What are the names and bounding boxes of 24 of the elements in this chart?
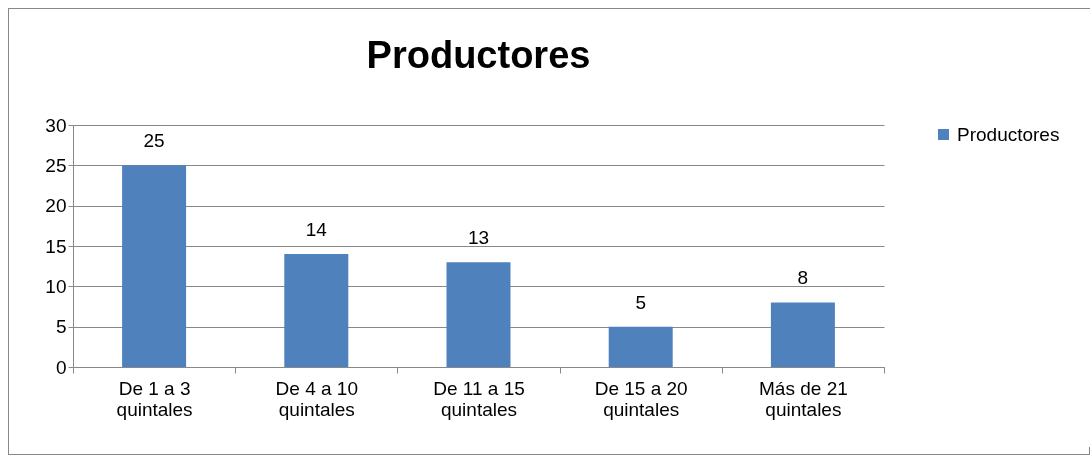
bar — [122, 165, 187, 367]
y-tick-label: 25 — [45, 154, 67, 176]
x-tick-label: De 15 a 20 quintales — [594, 377, 688, 420]
data-label: 8 — [797, 267, 809, 289]
data-label: 5 — [635, 291, 646, 313]
data-label: 25 — [143, 130, 165, 152]
data-label: 13 — [467, 227, 490, 249]
y-tick-label: 30 — [45, 114, 67, 136]
bar — [446, 262, 511, 367]
bar — [284, 254, 349, 367]
legend-label: Productores — [957, 123, 1060, 145]
chart-title: Productores — [366, 34, 591, 76]
y-tick-label: 15 — [45, 235, 67, 257]
y-tick-label: 5 — [55, 316, 67, 338]
data-label: 14 — [305, 219, 328, 241]
y-tick-label: 20 — [45, 195, 67, 217]
x-tick-label: Más de 21 quintales — [759, 377, 848, 420]
bar — [770, 302, 835, 367]
bar — [608, 326, 673, 367]
y-tick-label: 10 — [45, 275, 67, 297]
x-tick-label: De 11 a 15 quintales — [433, 377, 525, 420]
x-tick-label: De 4 a 10 quintales — [275, 377, 358, 420]
x-tick-label: De 1 a 3 quintales — [116, 377, 193, 420]
y-tick-label: 0 — [55, 356, 67, 378]
